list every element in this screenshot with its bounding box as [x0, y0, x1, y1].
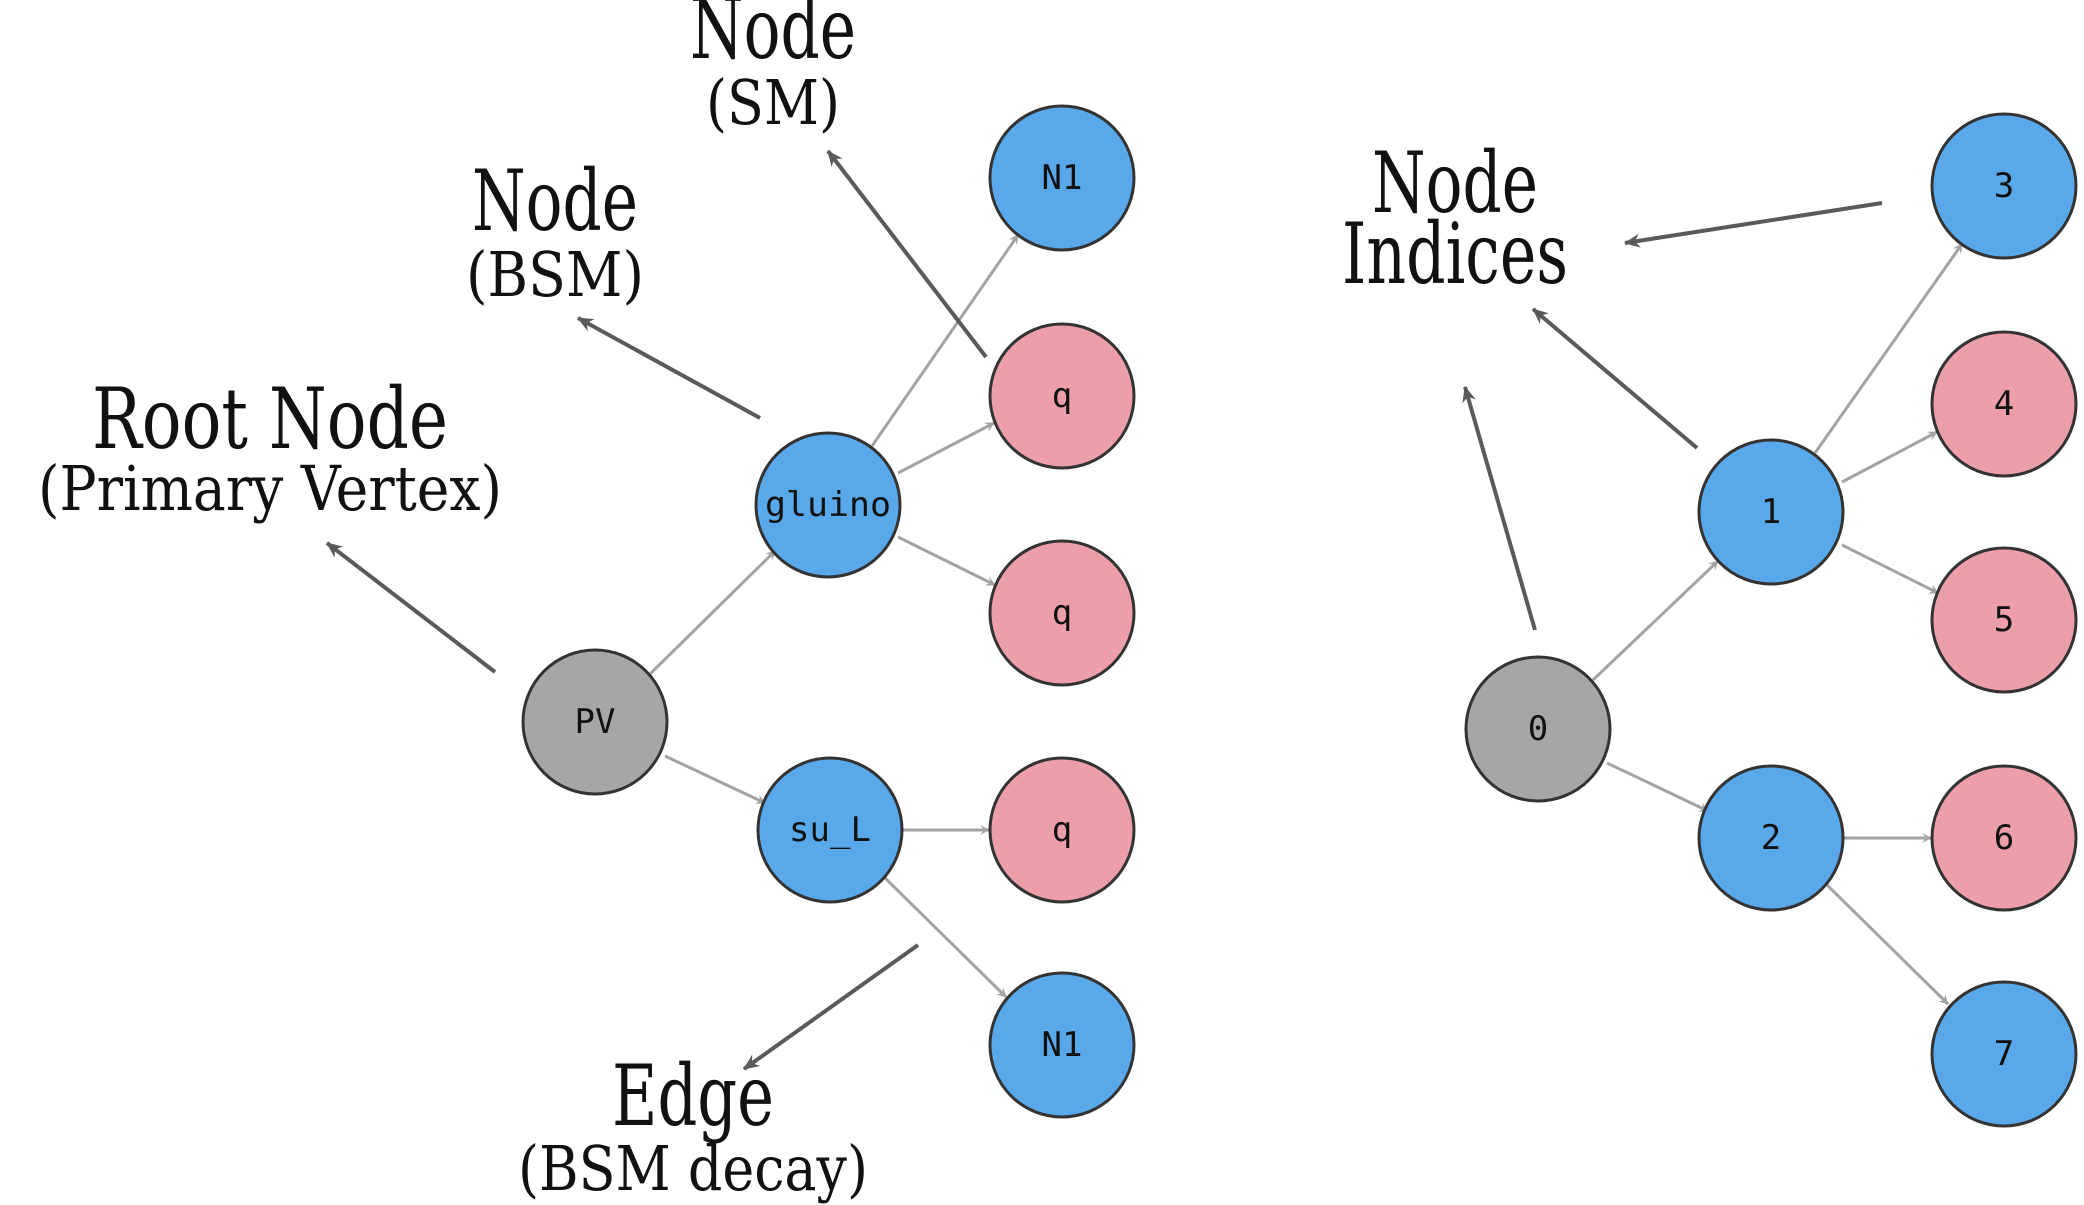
annotation-node-bsm-subtitle: (BSM) — [466, 238, 644, 311]
annotation-node-bsm: Node (BSM) — [466, 152, 644, 311]
edge-0-2 — [1606, 761, 1709, 813]
annotation-node-bsm-title: Node — [472, 152, 638, 250]
node-7: 7 — [1930, 980, 2078, 1128]
node-pv-label: PV — [575, 702, 616, 742]
arrow-node-sm — [826, 149, 988, 359]
annotation-edge: Edge (BSM decay) — [518, 1047, 868, 1205]
annotation-root-node-title: Root Node — [92, 370, 448, 468]
node-1: 1 — [1697, 438, 1845, 586]
node-n1-top: N1 — [988, 104, 1136, 252]
node-n1-bottom-label: N1 — [1042, 1025, 1083, 1065]
node-n1-bottom-circle — [988, 971, 1136, 1119]
node-su-l-label: su_L — [789, 810, 871, 850]
node-6-label: 6 — [1994, 818, 2014, 858]
edge-gluino-q1 — [897, 421, 995, 475]
annotation-node-sm-subtitle: (SM) — [706, 66, 840, 139]
node-pv: PV — [521, 648, 669, 796]
node-q-3-circle — [988, 756, 1136, 904]
node-4: 4 — [1930, 330, 2078, 478]
annotation-edge-title: Edge — [612, 1047, 774, 1145]
node-0: 0 — [1464, 655, 1612, 803]
annotation-root-node: Root Node (Primary Vertex) — [38, 370, 502, 525]
node-1-label: 1 — [1761, 492, 1781, 532]
annotation-node-indices-title: Node — [1372, 134, 1538, 232]
node-gluino-label: gluino — [765, 485, 891, 525]
arrow-indices-from-3 — [1624, 201, 1883, 248]
node-q-1-circle — [988, 322, 1136, 470]
edge-gluino-q2 — [897, 535, 996, 587]
node-q-2-label: q — [1052, 593, 1072, 633]
node-1-circle — [1697, 438, 1845, 586]
annotation-node-indices-subtitle: Indices — [1342, 205, 1568, 303]
node-0-label: 0 — [1528, 709, 1548, 749]
annotation-root-node-subtitle: (Primary Vertex) — [38, 452, 502, 525]
node-7-circle — [1930, 980, 2078, 1128]
node-2: 2 — [1697, 764, 1845, 912]
node-q-1: q — [988, 322, 1136, 470]
node-n1-top-circle — [988, 104, 1136, 252]
edge-1-3 — [1813, 243, 1964, 454]
annotation-edge-subtitle: (BSM decay) — [518, 1132, 868, 1205]
node-5: 5 — [1930, 546, 2078, 694]
node-3: 3 — [1930, 112, 2078, 260]
node-q-1-label: q — [1052, 376, 1072, 416]
node-7-label: 7 — [1994, 1034, 2014, 1074]
right-tree: 0 1 2 3 4 5 6 7 — [1464, 112, 2078, 1128]
node-n1-bottom: N1 — [988, 971, 1136, 1119]
edge-2-7 — [1825, 883, 1950, 1006]
annotation-node-indices: Node Indices — [1342, 134, 1568, 303]
node-gluino-circle — [754, 431, 902, 579]
node-5-circle — [1930, 546, 2078, 694]
node-6-circle — [1930, 764, 2078, 912]
arrow-root-node — [325, 541, 497, 674]
node-0-circle — [1464, 655, 1612, 803]
node-4-circle — [1930, 330, 2078, 478]
edge-1-5 — [1841, 543, 1939, 595]
node-4-label: 4 — [1994, 384, 2014, 424]
edge-su-l-n1 — [882, 875, 1008, 999]
node-q-3: q — [988, 756, 1136, 904]
node-pv-circle — [521, 648, 669, 796]
arrow-indices-from-1 — [1531, 307, 1699, 450]
right-tree-edges — [1591, 243, 1964, 1006]
edge-pv-su-l — [664, 754, 766, 805]
node-6: 6 — [1930, 764, 2078, 912]
arrow-node-bsm — [577, 316, 761, 420]
node-n1-top-label: N1 — [1042, 158, 1083, 198]
node-su-l: su_L — [756, 756, 904, 904]
node-q-2-circle — [988, 539, 1136, 687]
node-2-circle — [1697, 764, 1845, 912]
left-tree-edges — [648, 234, 1020, 999]
node-q-3-label: q — [1052, 810, 1072, 850]
node-5-label: 5 — [1994, 600, 2014, 640]
node-su-l-circle — [756, 756, 904, 904]
annotation-node-sm: Node (SM) — [690, 0, 856, 139]
arrow-indices-from-0 — [1462, 386, 1537, 631]
edge-0-1 — [1591, 559, 1720, 682]
node-gluino: gluino — [754, 431, 902, 579]
edge-gluino-n1 — [870, 234, 1020, 447]
arrow-edge — [742, 943, 920, 1071]
node-2-label: 2 — [1761, 818, 1781, 858]
left-tree: PV gluino su_L N1 q q q N1 — [521, 104, 1136, 1119]
node-3-circle — [1930, 112, 2078, 260]
annotation-node-sm-title: Node — [690, 0, 856, 78]
node-3-label: 3 — [1994, 166, 2014, 206]
edge-1-4 — [1841, 430, 1938, 484]
annotation-arrows — [325, 149, 1883, 1071]
node-q-2: q — [988, 539, 1136, 687]
edge-pv-gluino — [648, 549, 777, 676]
